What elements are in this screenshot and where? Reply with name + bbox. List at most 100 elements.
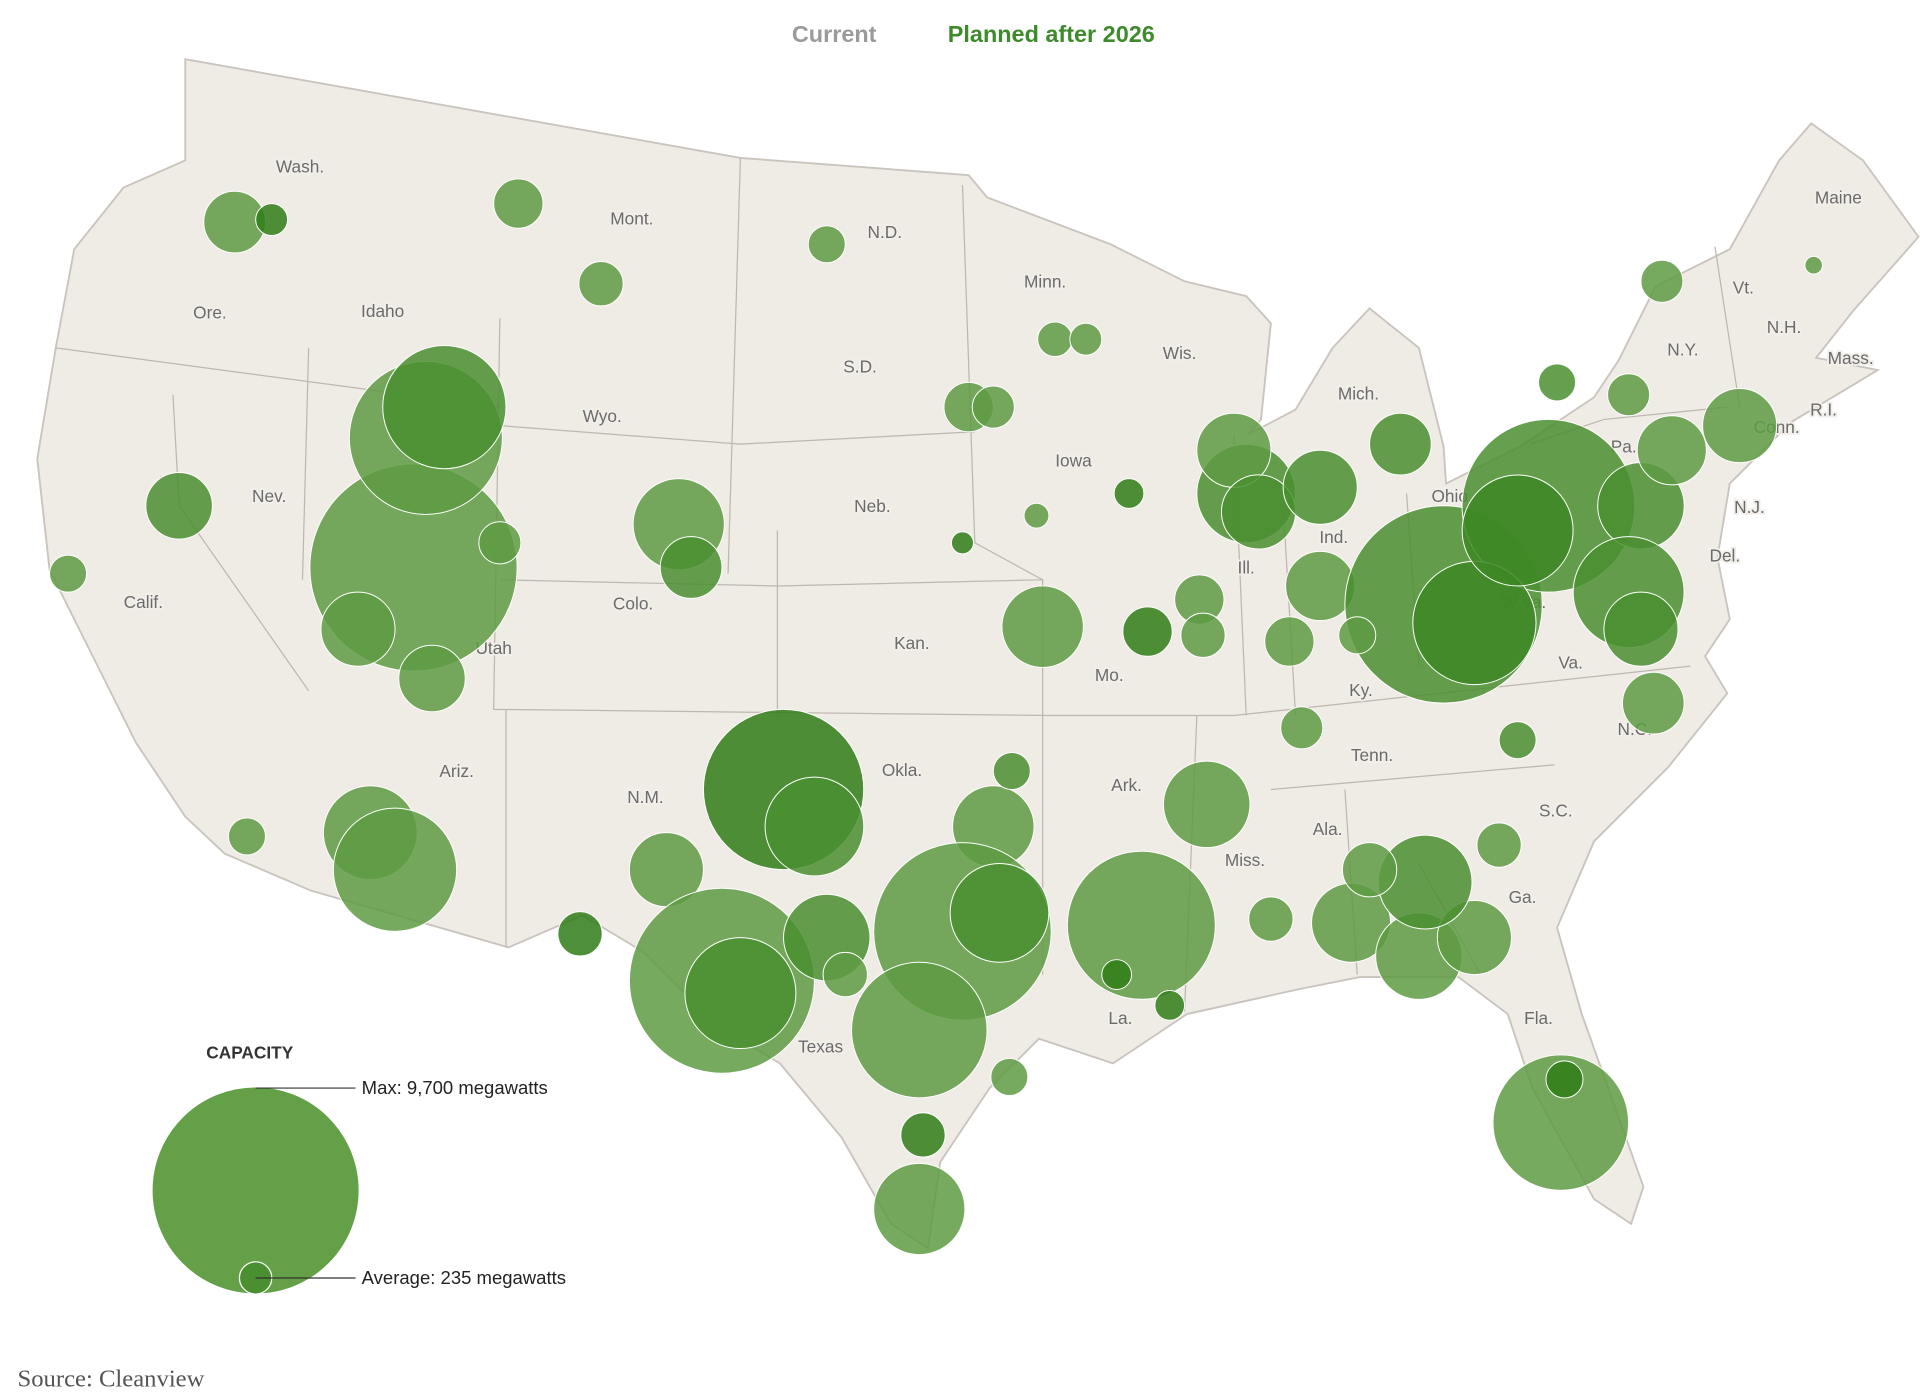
capacity-bubble	[1804, 255, 1823, 275]
state-label: Miss.	[1225, 850, 1265, 870]
capacity-bubble	[578, 261, 624, 307]
state-label: Kan.	[894, 633, 930, 653]
capacity-bubble	[1101, 959, 1133, 990]
state-label: Vt.	[1733, 278, 1754, 298]
state-label: Del.	[1709, 545, 1740, 565]
capacity-bubble	[950, 531, 974, 555]
capacity-bubble	[1538, 363, 1577, 402]
capacity-bubble	[1498, 721, 1537, 760]
capacity-bubble	[1113, 478, 1145, 509]
tab-current[interactable]: Current	[792, 21, 877, 47]
state-label: N.Y.	[1667, 339, 1698, 359]
state-label: N.J.	[1734, 497, 1765, 517]
state-label: Iowa	[1055, 450, 1092, 470]
capacity-bubble	[1702, 388, 1778, 464]
capacity-bubble	[992, 751, 1031, 791]
state-label: Fla.	[1524, 1008, 1553, 1028]
capacity-bubble	[1066, 850, 1216, 1000]
capacity-bubble	[493, 178, 544, 229]
state-label: S.D.	[843, 357, 877, 377]
state-label: R.I.	[1810, 400, 1837, 420]
state-label: Ariz.	[439, 761, 474, 781]
capacity-bubble	[1603, 591, 1679, 667]
capacity-bubble	[332, 807, 458, 932]
state-label: Wash.	[276, 157, 324, 177]
state-label: Ark.	[1111, 775, 1142, 795]
capacity-bubble	[659, 536, 723, 599]
state-label: Ky.	[1349, 680, 1373, 700]
state-label: Mich.	[1338, 384, 1379, 404]
state-label: Ore.	[193, 302, 227, 322]
capacity-bubble	[1154, 990, 1186, 1021]
state-label: Va.	[1558, 653, 1583, 673]
capacity-bubble	[227, 817, 266, 856]
state-label: Minn.	[1024, 271, 1066, 291]
state-label: Tenn.	[1351, 745, 1393, 765]
capacity-bubble	[949, 863, 1050, 963]
legend-title: CAPACITY	[206, 1042, 293, 1062]
state-label: Wis.	[1163, 343, 1197, 363]
capacity-bubble	[971, 385, 1015, 429]
capacity-bubble	[1037, 321, 1073, 358]
capacity-bubble	[1069, 322, 1103, 356]
legend: Max: 9,700 megawatts Average: 235 megawat…	[151, 1077, 566, 1295]
capacity-bubble	[1369, 412, 1432, 476]
capacity-bubble	[320, 591, 396, 667]
capacity-bubble	[1545, 1060, 1584, 1099]
capacity-bubble	[1248, 896, 1294, 942]
capacity-bubble	[900, 1112, 946, 1158]
state-label: Okla.	[882, 760, 922, 780]
state-label: Idaho	[361, 301, 404, 321]
state-label: Texas	[798, 1036, 843, 1056]
capacity-bubble	[1122, 606, 1173, 657]
state-label: S.C.	[1539, 801, 1573, 821]
capacity-bubble	[807, 225, 846, 264]
state-label: N.M.	[627, 787, 663, 807]
capacity-bubble	[1285, 550, 1356, 622]
state-label: Mont.	[610, 209, 653, 229]
state-label: Ga.	[1509, 887, 1537, 907]
capacity-bubble	[382, 344, 507, 470]
state-label: Wyo.	[583, 406, 622, 426]
state-label: Mass.	[1828, 348, 1874, 368]
capacity-bubble	[1280, 706, 1324, 750]
capacity-bubble	[1636, 415, 1707, 486]
capacity-bubble	[1461, 474, 1574, 587]
tab-planned[interactable]: Planned after 2026	[948, 21, 1155, 47]
capacity-bubble	[990, 1057, 1029, 1096]
state-label: Maine	[1815, 188, 1862, 208]
capacity-bubble	[1476, 822, 1522, 868]
capacity-bubble	[1607, 373, 1651, 417]
capacity-bubble	[1621, 671, 1685, 735]
capacity-bubble	[1180, 612, 1226, 659]
state-label: Colo.	[613, 593, 653, 613]
capacity-bubble	[1001, 585, 1084, 668]
capacity-bubble	[822, 951, 868, 998]
state-labels: Wash. Mont. N.D. Minn. Maine Vt. N.H. Mass. N.Y.…	[122, 155, 1876, 1058]
capacity-bubble	[1341, 842, 1398, 898]
capacity-bubble	[557, 911, 603, 957]
state-label: Neb.	[854, 496, 890, 516]
legend-label: Max: 9,700 megawatts	[362, 1077, 548, 1098]
capacity-bubble	[478, 521, 522, 565]
capacity-bubble	[1162, 760, 1251, 849]
capacity-bubble	[1338, 616, 1377, 655]
state-label: Nev.	[252, 486, 286, 506]
state-label: Ohio	[1432, 486, 1468, 506]
state-label: Ill.	[1238, 558, 1255, 578]
capacity-bubble	[1640, 259, 1684, 303]
capacity-bubble	[873, 1162, 966, 1256]
state-label: Mo.	[1095, 665, 1124, 685]
capacity-bubble	[851, 961, 988, 1099]
state-label: Ind.	[1319, 527, 1348, 547]
capacity-bubble	[1282, 449, 1358, 525]
capacity-bubble	[1436, 900, 1512, 976]
legend-label: Average: 235 megawatts	[362, 1267, 566, 1288]
bubbles	[49, 178, 1823, 1256]
state-label: Calif.	[124, 592, 163, 612]
capacity-bubble	[1023, 502, 1050, 529]
capacity-bubble	[398, 644, 466, 713]
capacity-bubble	[49, 554, 88, 593]
